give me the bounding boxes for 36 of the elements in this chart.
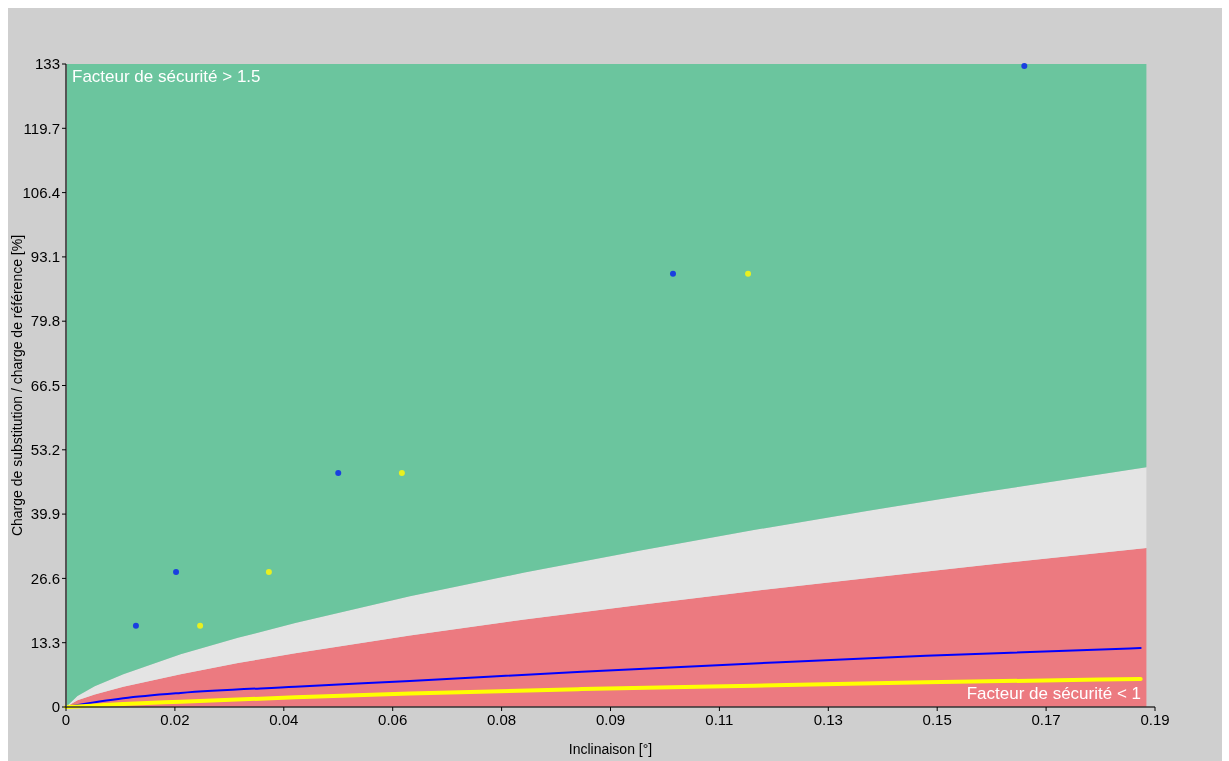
y-tick-label: 93.1 [30,248,60,266]
point [335,470,342,477]
y-tick-label: 26.6 [30,569,60,587]
point [132,622,139,629]
point [197,622,204,629]
y-tick-label: 0 [51,698,60,716]
y-tick-label: 66.5 [30,376,60,394]
x-tick-label: 0 [61,711,71,728]
x-tick-label: 0.02 [160,711,190,728]
x-tick-label: 0.08 [487,711,517,728]
point [1021,62,1028,69]
x-tick-label: 0.06 [378,711,408,728]
y-tick-label: 53.2 [30,441,60,459]
x-tick-label: 0.15 [922,711,952,728]
point [173,569,180,576]
x-tick-label: 0.19 [1140,711,1170,728]
point [398,470,405,477]
x-tick-label: 0.04 [269,711,299,728]
annotation: Facteur de sécurité < 1 [966,684,1141,703]
x-axis-title: Inclinaison [°] [568,741,653,757]
y-tick-label: 79.8 [30,312,60,330]
y-tick-label: 106.4 [22,183,60,201]
y-tick-label: 119.7 [23,119,60,137]
y-tick-label: 133 [34,55,60,73]
y-tick-label: 13.3 [30,633,60,651]
x-tick-label: 0.11 [705,711,734,728]
x-tick-label: 0.09 [595,711,626,728]
point [669,270,676,277]
annotation: Facteur de sécurité > 1.5 [72,67,261,86]
line-series [64,676,1143,709]
x-tick-label: 0.13 [813,711,843,728]
point [745,270,752,277]
y-tick-label: 39.9 [30,505,60,523]
y-axis-title: Charge de substitution / charge de référence [%] [9,234,25,537]
point [265,569,272,576]
x-tick-label: 0.17 [1031,711,1061,728]
